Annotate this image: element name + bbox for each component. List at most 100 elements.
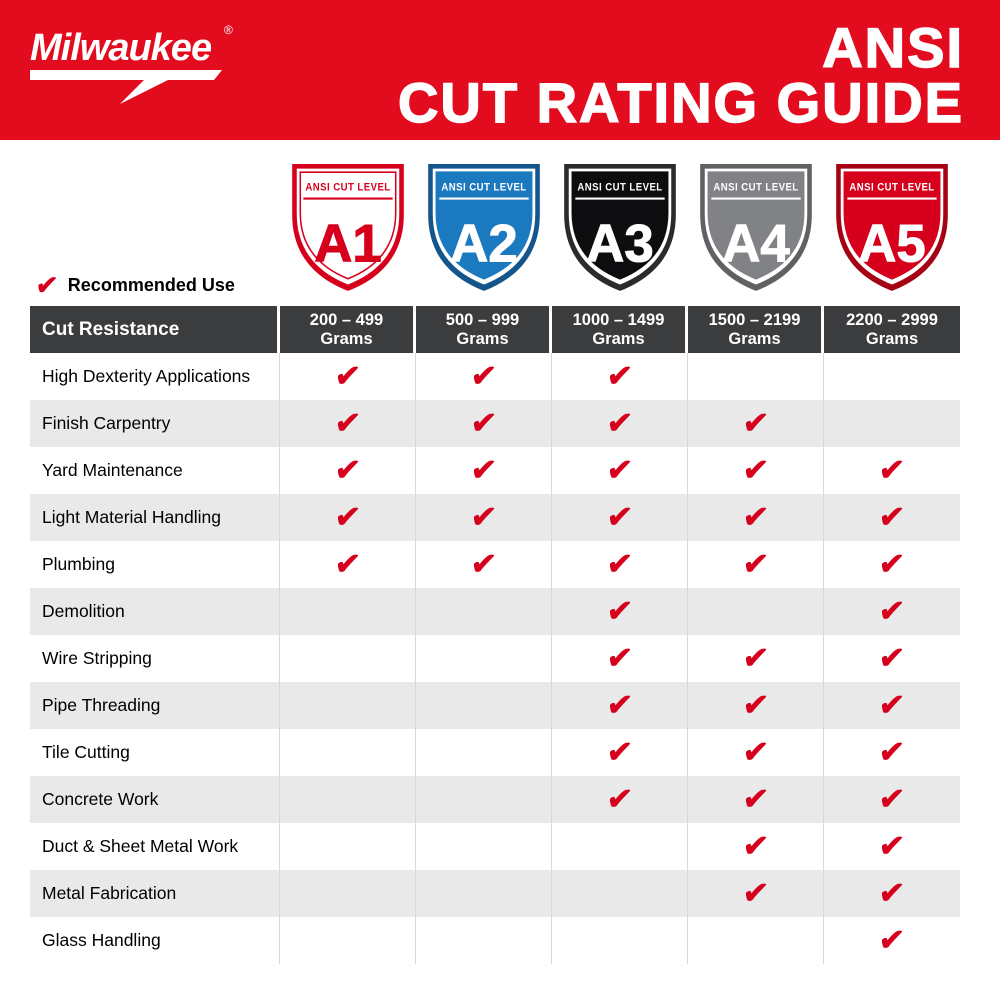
- column-header-a1: 200 – 499 Grams: [280, 306, 416, 353]
- recommended-cell: ✔: [824, 776, 960, 823]
- brand-name: Milwaukee: [30, 27, 212, 69]
- check-icon: ✔: [605, 688, 634, 722]
- recommended-cell: ✔: [688, 635, 824, 682]
- row-label: Glass Handling: [30, 917, 280, 964]
- shield-level-label: ANSI CUT LEVEL: [849, 181, 934, 193]
- recommended-cell: ✔: [824, 494, 960, 541]
- row-label: Finish Carpentry: [30, 400, 280, 447]
- ansi-level-shield-a5: ANSI CUT LEVEL A5: [824, 160, 960, 296]
- check-icon: ✔: [605, 500, 634, 534]
- recommended-cell: ✔: [416, 541, 552, 588]
- empty-cell: [416, 682, 552, 729]
- check-icon: ✔: [333, 453, 362, 487]
- table-header-row: Cut Resistance 200 – 499 Grams 500 – 999…: [30, 306, 960, 353]
- recommended-cell: ✔: [688, 541, 824, 588]
- check-icon: ✔: [469, 453, 498, 487]
- check-icon: ✔: [877, 876, 907, 910]
- check-icon: ✔: [741, 406, 770, 440]
- row-label: Duct & Sheet Metal Work: [30, 823, 280, 870]
- check-icon: ✔: [605, 406, 634, 440]
- recommended-cell: ✔: [280, 353, 416, 400]
- shield-level-code: A2: [450, 214, 517, 273]
- check-icon: ✔: [34, 270, 60, 300]
- row-label: Metal Fabrication: [30, 870, 280, 917]
- empty-cell: [416, 776, 552, 823]
- corner-header-cut-resistance: Cut Resistance: [30, 306, 280, 353]
- check-icon: ✔: [469, 500, 498, 534]
- empty-cell: [280, 729, 416, 776]
- check-icon: ✔: [741, 641, 770, 675]
- empty-cell: [280, 823, 416, 870]
- check-icon: ✔: [333, 500, 362, 534]
- empty-cell: [416, 870, 552, 917]
- table-row: Glass Handling ✔: [30, 917, 960, 964]
- table-row: Pipe Threading ✔ ✔ ✔: [30, 682, 960, 729]
- row-label: Yard Maintenance: [30, 447, 280, 494]
- empty-cell: [824, 400, 960, 447]
- empty-cell: [280, 682, 416, 729]
- recommended-cell: ✔: [280, 400, 416, 447]
- shield-level-label: ANSI CUT LEVEL: [441, 181, 526, 193]
- check-icon: ✔: [605, 453, 634, 487]
- empty-cell: [688, 917, 824, 964]
- shield-level-code: A3: [586, 214, 653, 273]
- empty-cell: [416, 823, 552, 870]
- table-row: Duct & Sheet Metal Work ✔ ✔: [30, 823, 960, 870]
- column-header-a5: 2200 – 2999 Grams: [824, 306, 960, 353]
- ansi-level-shield-a1: ANSI CUT LEVEL A1: [280, 160, 416, 296]
- recommended-cell: ✔: [824, 870, 960, 917]
- recommended-cell: ✔: [280, 494, 416, 541]
- check-icon: ✔: [877, 688, 907, 722]
- empty-cell: [416, 635, 552, 682]
- empty-cell: [552, 917, 688, 964]
- check-icon: ✔: [877, 735, 907, 769]
- shield-level-label: ANSI CUT LEVEL: [713, 181, 798, 193]
- shield-level-code: A5: [858, 214, 925, 273]
- recommended-cell: ✔: [688, 870, 824, 917]
- row-label: Light Material Handling: [30, 494, 280, 541]
- gram-range: 1000 – 1499: [572, 311, 665, 330]
- empty-cell: [280, 588, 416, 635]
- gram-range: 2200 – 2999: [846, 311, 938, 330]
- empty-cell: [824, 353, 960, 400]
- empty-cell: [688, 588, 824, 635]
- empty-cell: [552, 870, 688, 917]
- check-icon: ✔: [605, 594, 634, 628]
- recommended-cell: ✔: [824, 635, 960, 682]
- recommended-cell: ✔: [552, 635, 688, 682]
- recommended-cell: ✔: [688, 447, 824, 494]
- title-line-ansi: ANSI: [821, 16, 964, 79]
- table-row: Finish Carpentry ✔ ✔ ✔ ✔: [30, 400, 960, 447]
- ansi-level-shield-a4: ANSI CUT LEVEL A4: [688, 160, 824, 296]
- check-icon: ✔: [877, 453, 907, 487]
- column-header-a3: 1000 – 1499 Grams: [552, 306, 688, 353]
- recommended-cell: ✔: [280, 541, 416, 588]
- gram-range: 200 – 499: [309, 311, 384, 330]
- empty-cell: [552, 823, 688, 870]
- check-icon: ✔: [877, 594, 907, 628]
- row-label: Demolition: [30, 588, 280, 635]
- check-icon: ✔: [741, 453, 770, 487]
- ansi-level-shield-a3: ANSI CUT LEVEL A3: [552, 160, 688, 296]
- gram-unit: Grams: [320, 329, 373, 348]
- recommended-cell: ✔: [824, 917, 960, 964]
- check-icon: ✔: [741, 876, 770, 910]
- recommended-cell: ✔: [824, 729, 960, 776]
- table-body: High Dexterity Applications ✔ ✔ ✔ F: [30, 353, 960, 964]
- check-icon: ✔: [469, 406, 498, 440]
- row-label: Wire Stripping: [30, 635, 280, 682]
- recommended-cell: ✔: [416, 400, 552, 447]
- check-icon: ✔: [741, 829, 770, 863]
- table-row: Concrete Work ✔ ✔ ✔: [30, 776, 960, 823]
- registered-mark: ®: [224, 23, 233, 37]
- ansi-level-shield-a2: ANSI CUT LEVEL A2: [416, 160, 552, 296]
- recommended-cell: ✔: [688, 494, 824, 541]
- banner: Milwaukee ® ANSI CUT RATING GUIDE: [0, 0, 1000, 140]
- check-icon: ✔: [333, 359, 362, 393]
- shield-level-label: ANSI CUT LEVEL: [305, 181, 390, 193]
- column-header-a2: 500 – 999 Grams: [416, 306, 552, 353]
- check-icon: ✔: [877, 782, 907, 816]
- recommended-cell: ✔: [688, 400, 824, 447]
- check-icon: ✔: [741, 500, 770, 534]
